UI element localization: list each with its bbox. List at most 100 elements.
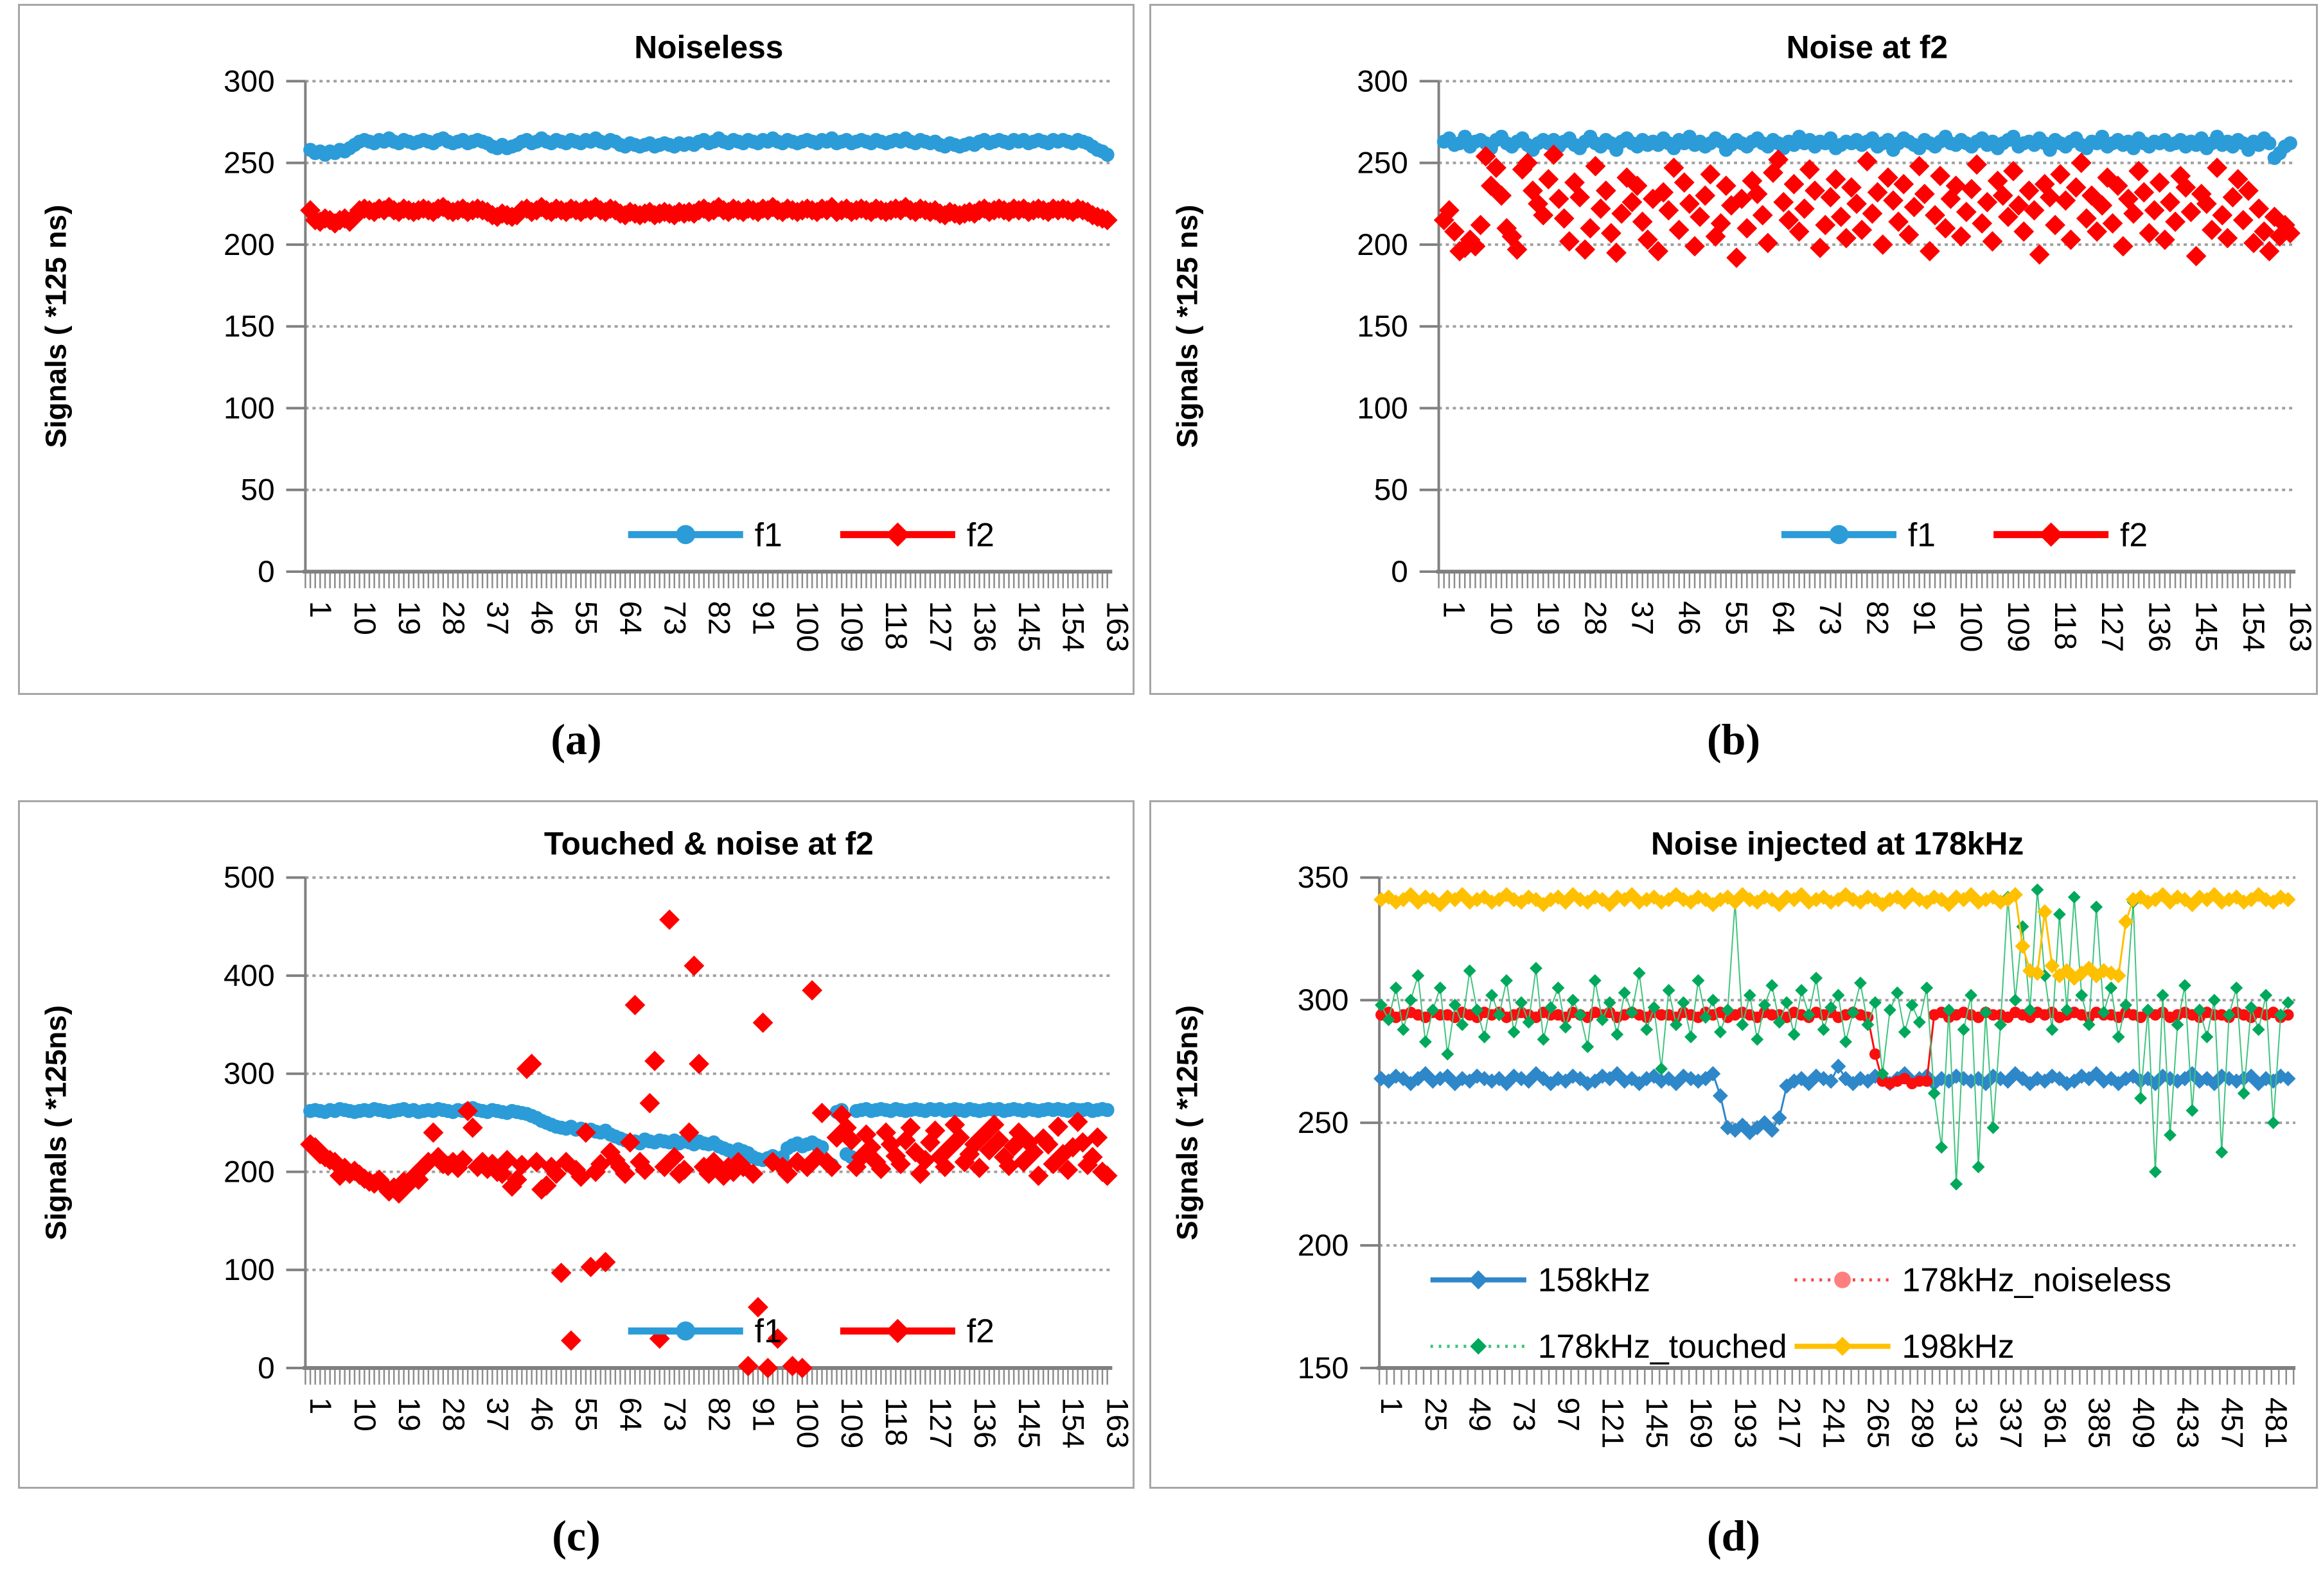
- data-point: [2013, 221, 2035, 242]
- data-point: [1912, 1015, 1926, 1029]
- data-point: [2232, 209, 2254, 231]
- x-tick-label: 46: [525, 1398, 559, 1432]
- data-point: [1658, 200, 1679, 221]
- data-point: [1447, 891, 1463, 908]
- data-point: [1772, 1015, 1786, 1029]
- chart-title: Noise at f2: [1787, 30, 1948, 66]
- data-point: [1898, 1025, 1911, 1039]
- data-point: [1883, 190, 1903, 211]
- data-point: [1585, 155, 1606, 177]
- data-point: [2207, 157, 2228, 179]
- data-point: [1559, 231, 1580, 252]
- x-tick-label: 241: [1817, 1398, 1851, 1449]
- data-point: [684, 955, 705, 976]
- data-point: [2178, 979, 2191, 992]
- y-tick-label: 0: [1391, 555, 1408, 589]
- data-point: [1648, 241, 1668, 262]
- data-point: [2184, 897, 2200, 913]
- chart-title: Touched & noise at f2: [544, 826, 874, 862]
- data-point: [1523, 180, 1543, 201]
- x-tick-label: 73: [657, 601, 691, 635]
- caption-c-text: (c): [552, 1511, 601, 1560]
- data-point: [2016, 920, 2029, 933]
- data-point: [752, 1012, 773, 1033]
- data-point: [743, 1163, 764, 1184]
- legend-marker: [1470, 1338, 1487, 1355]
- data-point: [1087, 1127, 1108, 1148]
- x-tick-label: 64: [1766, 601, 1800, 635]
- x-tick-label: 145: [1012, 601, 1046, 653]
- data-point: [1805, 180, 1825, 201]
- data-point: [1698, 1071, 1713, 1087]
- data-point: [546, 1163, 567, 1184]
- data-point: [1580, 218, 1601, 239]
- y-axis-label: Signals ( *125ns): [39, 1005, 72, 1240]
- data-point: [1606, 242, 1627, 263]
- y-tick-label: 300: [224, 1057, 275, 1091]
- data-point: [1662, 984, 1675, 997]
- data-point: [561, 1330, 581, 1351]
- data-point: [1566, 994, 1580, 1007]
- data-point: [2281, 996, 2295, 1010]
- data-point: [1632, 211, 1653, 232]
- x-tick-label: 82: [702, 1398, 736, 1432]
- data-point: [2165, 211, 2186, 232]
- data-point: [2029, 965, 2045, 981]
- data-point: [398, 1173, 420, 1194]
- data-point: [1411, 969, 1425, 983]
- data-point: [1823, 1073, 1839, 1089]
- data-point: [1771, 897, 1787, 913]
- data-point: [2252, 1023, 2265, 1037]
- data-point: [2009, 994, 2022, 1007]
- series-198kHz: [1373, 887, 2296, 986]
- x-tick-label: 37: [1625, 601, 1659, 635]
- data-point: [738, 1356, 759, 1376]
- data-point: [2212, 205, 2233, 226]
- data-point: [1854, 976, 1867, 990]
- data-point: [974, 1124, 995, 1145]
- data-point: [1418, 1035, 1432, 1049]
- data-point: [1397, 1023, 1410, 1037]
- x-tick-label: 10: [1484, 601, 1518, 635]
- data-point: [2071, 152, 2092, 173]
- data-point: [791, 1358, 813, 1378]
- data-point: [2096, 1073, 2112, 1089]
- data-point: [1706, 994, 1720, 1007]
- data-point: [1441, 1048, 1454, 1061]
- data-point: [1684, 1030, 1697, 1044]
- data-point: [1846, 193, 1867, 215]
- x-tick-label: 64: [613, 601, 647, 635]
- data-point: [1537, 1033, 1550, 1046]
- data-point: [1600, 223, 1621, 244]
- legend-label: 178kHz_noiseless: [1902, 1261, 2171, 1299]
- data-point: [1857, 151, 1878, 171]
- x-tick-label: 73: [657, 1398, 691, 1432]
- legend-label: f2: [967, 516, 994, 553]
- data-point: [1528, 891, 1544, 908]
- data-point: [1590, 198, 1611, 219]
- data-point: [836, 1117, 857, 1138]
- data-point: [2265, 1073, 2281, 1089]
- legend-label: f1: [755, 516, 782, 553]
- data-point: [2215, 1146, 2229, 1159]
- data-point: [2036, 904, 2053, 920]
- y-axis-label: Signals ( *125 ns): [39, 205, 72, 448]
- panel-d: 150 200 250 300 350 1 25 49 73 97 121 145 169 193 217 2…: [1149, 800, 2318, 1489]
- x-tick-label: 217: [1772, 1398, 1806, 1449]
- data-point: [2141, 1003, 2155, 1017]
- data-point: [2186, 1104, 2199, 1118]
- data-point: [1930, 166, 1951, 186]
- x-tick-label: 136: [967, 1398, 1002, 1449]
- legend-marker: [885, 1319, 910, 1344]
- y-tick-label: 250: [1357, 146, 1408, 180]
- data-point: [1935, 1141, 1948, 1154]
- data-point: [2029, 244, 2050, 265]
- data-point: [1909, 155, 1930, 177]
- data-point: [1491, 185, 1512, 206]
- data-point: [1389, 981, 1402, 995]
- data-point: [639, 1092, 660, 1114]
- data-point: [1898, 224, 1920, 245]
- x-tick-label: 19: [1531, 601, 1565, 635]
- y-tick-label: 400: [224, 959, 275, 993]
- x-tick-label: 100: [790, 1398, 824, 1449]
